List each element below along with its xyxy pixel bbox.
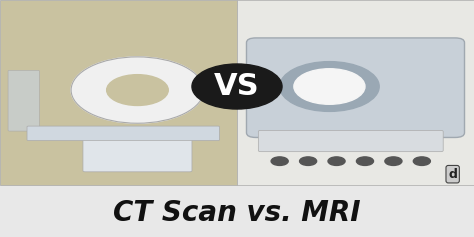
Circle shape [413, 157, 430, 165]
Circle shape [356, 157, 374, 165]
Circle shape [192, 64, 282, 109]
Circle shape [294, 69, 365, 104]
FancyBboxPatch shape [258, 130, 443, 152]
Circle shape [328, 157, 345, 165]
Circle shape [71, 57, 204, 123]
Circle shape [271, 157, 288, 165]
Text: d: d [448, 168, 457, 181]
Circle shape [280, 62, 379, 111]
Circle shape [300, 157, 317, 165]
FancyBboxPatch shape [83, 136, 192, 172]
FancyBboxPatch shape [246, 38, 465, 137]
FancyBboxPatch shape [0, 0, 237, 185]
Circle shape [107, 75, 168, 105]
Text: VS: VS [214, 72, 260, 101]
Text: CT Scan vs. MRI: CT Scan vs. MRI [113, 199, 361, 227]
FancyBboxPatch shape [8, 70, 39, 131]
FancyBboxPatch shape [237, 0, 474, 185]
Circle shape [385, 157, 402, 165]
FancyBboxPatch shape [27, 126, 219, 141]
FancyBboxPatch shape [0, 185, 474, 237]
